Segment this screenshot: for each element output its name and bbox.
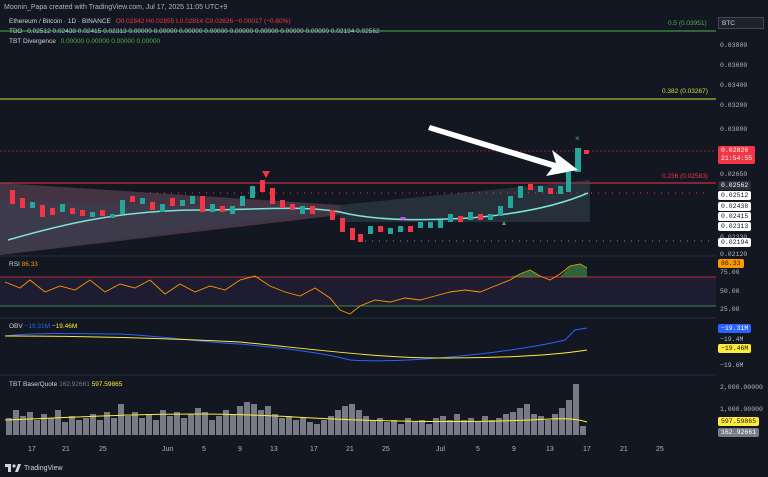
symbol-name: Ethereum / Bitcoin · 1D · BINANCE <box>9 18 111 25</box>
cross-marker: × <box>575 134 580 143</box>
annotation-arrow <box>428 125 578 176</box>
time-tick: 17 <box>310 446 318 453</box>
price-axis[interactable]: 0.03800 0.03600 0.03400 0.03200 0.03000 … <box>716 14 768 460</box>
tbt-values: 0.00000 0.00000 0.00000 0.00000 <box>60 38 161 45</box>
last-price-badge: 0.02826 21:54:55 <box>718 146 756 164</box>
tradingview-logo-icon <box>5 464 21 472</box>
time-tick: 9 <box>512 446 516 453</box>
sell-marker <box>262 171 270 178</box>
price-tick: 0.03200 <box>720 102 748 109</box>
tbo-badge: 0.02313 <box>718 222 752 231</box>
time-tick: 13 <box>270 446 278 453</box>
obv-value: −19.31M <box>24 323 51 330</box>
fib-label-0382: 0.382 (0.03267) <box>662 88 708 95</box>
rsi-tick: 75.00 <box>720 269 740 276</box>
time-tick: 25 <box>382 446 390 453</box>
base-quote-value2: 597.59865 <box>91 381 123 388</box>
base-quote-legend[interactable]: TBT Base/Quote 162.92661 597.59865 <box>9 381 122 388</box>
fib-label-05: 0.5 (0.03951) <box>668 20 707 27</box>
price-tick: 0.03800 <box>720 42 748 49</box>
volume-ma <box>4 413 588 423</box>
time-tick: Jun <box>162 446 174 453</box>
obv-tick: −19.6M <box>720 362 744 369</box>
price-chart[interactable]: × <box>0 0 716 460</box>
time-tick: 21 <box>620 446 628 453</box>
tbo-cloud-right <box>340 180 590 222</box>
base-quote-value1: 162.92661 <box>59 381 90 388</box>
time-tick: Jul <box>436 446 445 453</box>
main-legend[interactable]: Ethereum / Bitcoin · 1D · BINANCE O0.028… <box>9 18 294 25</box>
chart-header: Moonin_Papa created with TradingView.com… <box>4 4 228 11</box>
tbo-badge: 0.02562 <box>718 181 752 190</box>
tbt-name: TBT Divergence <box>9 38 56 45</box>
tbo-badge: 0.02438 <box>718 202 752 211</box>
time-tick: 25 <box>99 446 107 453</box>
volume-ma-badge: 597.59865 <box>718 417 760 426</box>
tradingview-brand[interactable]: TradingView <box>5 463 63 473</box>
time-tick: 9 <box>238 446 242 453</box>
base-quote-name: TBT Base/Quote <box>9 381 58 388</box>
time-tick: 5 <box>202 446 206 453</box>
ohlc-values: O0.02842 H0.02855 L0.02814 C0.02826 −0.0… <box>115 18 291 25</box>
time-tick: 13 <box>546 446 554 453</box>
rsi-badge: 86.33 <box>718 259 744 268</box>
tbo-badge: 0.02415 <box>718 212 752 221</box>
price-tick: 0.02330 <box>720 234 747 241</box>
obv-name: OBV <box>9 323 23 330</box>
volume-tick: 1,000.00000 <box>720 406 763 413</box>
time-tick: 17 <box>28 446 36 453</box>
price-tick: 0.02650 <box>720 171 748 178</box>
time-tick: 5 <box>476 446 480 453</box>
currency-selector[interactable]: BTC <box>718 17 764 29</box>
brand-name: TradingView <box>24 464 63 472</box>
price-tick: 0.02120 <box>720 251 748 258</box>
rsi-tick: 25.00 <box>720 306 740 313</box>
time-tick: 21 <box>62 446 70 453</box>
tbo-badge: 0.02512 <box>718 191 752 200</box>
obv-signal-line <box>4 335 588 359</box>
obv-tick: −19.4M <box>720 336 744 343</box>
rsi-value: 86.33 <box>21 261 38 268</box>
ma-line <box>7 192 589 241</box>
buy-marker <box>502 221 506 225</box>
obv-signal-value: −19.46M <box>51 323 78 330</box>
rsi-legend[interactable]: RSI 86.33 <box>9 261 38 268</box>
price-tick: 0.03400 <box>720 82 748 89</box>
tbt-legend[interactable]: TBT Divergence 0.00000 0.00000 0.00000 0… <box>9 38 163 45</box>
time-tick: 17 <box>583 446 591 453</box>
time-tick: 21 <box>346 446 354 453</box>
obv-badge: −19.31M <box>718 324 752 333</box>
divergence-marker <box>400 217 406 221</box>
price-tick: 0.03600 <box>720 62 748 69</box>
volume-bars <box>6 384 586 435</box>
tbo-badge: 0.02194 <box>718 238 752 247</box>
rsi-tick: 50.00 <box>720 288 740 295</box>
obv-signal-badge: −19.46M <box>718 344 752 353</box>
rsi-name: RSI <box>9 261 20 268</box>
obv-line <box>4 327 588 362</box>
obv-legend[interactable]: OBV −19.31M −19.46M <box>9 323 77 330</box>
volume-tick: 2,000.00000 <box>720 384 763 391</box>
fib-label-0236: 0.236 (0.02583) <box>662 173 708 180</box>
rsi-band <box>0 277 716 306</box>
time-tick: 25 <box>656 446 664 453</box>
volume-badge: 162.92661 <box>718 428 760 437</box>
candles <box>10 148 589 242</box>
price-tick: 0.03000 <box>720 126 748 133</box>
